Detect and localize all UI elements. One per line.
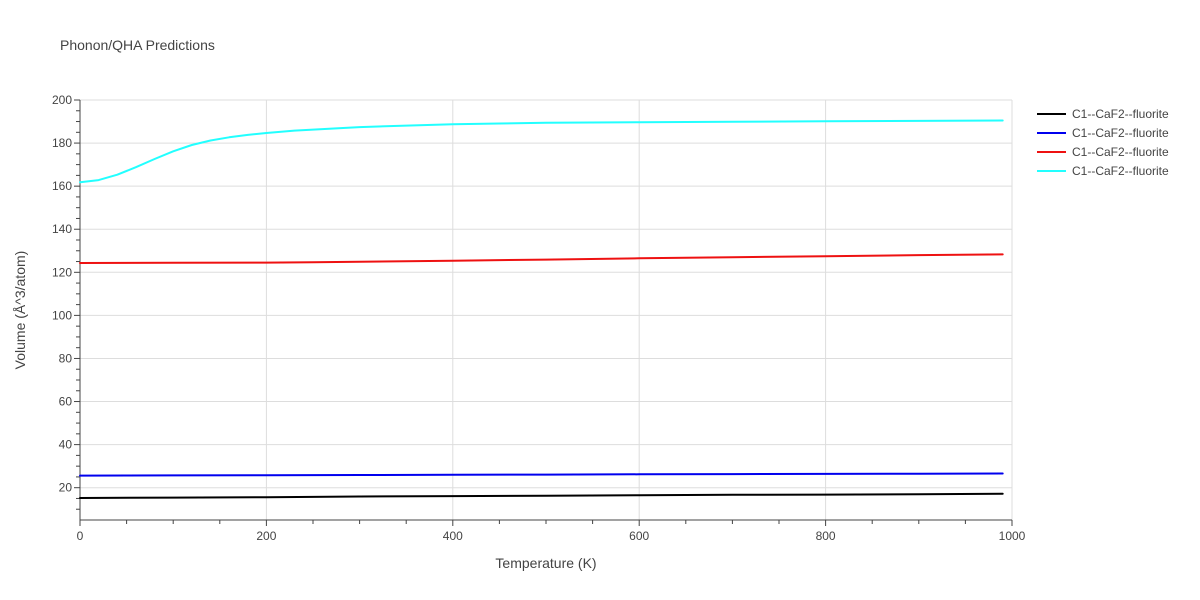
- legend-item-2[interactable]: C1--CaF2--fluorite: [1037, 126, 1169, 140]
- legend-item-3[interactable]: C1--CaF2--fluorite: [1037, 145, 1169, 159]
- series-line-3: [79, 253, 1004, 264]
- y-tick-label: 80: [59, 351, 73, 365]
- y-tick-label: 40: [59, 438, 73, 452]
- x-tick-label: 200: [256, 529, 276, 543]
- y-axis-title: Volume (Å^3/atom): [12, 251, 28, 370]
- legend-label: C1--CaF2--fluorite: [1072, 107, 1169, 121]
- legend-label: C1--CaF2--fluorite: [1072, 164, 1169, 178]
- y-tick-label: 100: [52, 308, 72, 322]
- legend[interactable]: C1--CaF2--fluorite C1--CaF2--fluorite C1--…: [1037, 107, 1169, 178]
- series-line-2: [79, 472, 1004, 477]
- y-tick-label: 160: [52, 179, 72, 193]
- legend-item-4[interactable]: C1--CaF2--fluorite: [1037, 164, 1169, 178]
- y-tick-label: 60: [59, 395, 73, 409]
- x-tick-label: 400: [443, 529, 463, 543]
- y-tick-label: 20: [59, 481, 73, 495]
- x-axis-title: Temperature (K): [495, 555, 596, 571]
- x-tick-label: 1000: [999, 529, 1026, 543]
- y-tick-label: 140: [52, 222, 72, 236]
- series-lines: [79, 119, 1004, 499]
- axes: 20 40 60 80 100 120 140 160 180 200 0 200 400 600 800 1…: [52, 93, 1026, 543]
- chart-title: Phonon/QHA Predictions: [60, 37, 215, 53]
- legend-label: C1--CaF2--fluorite: [1072, 126, 1169, 140]
- legend-label: C1--CaF2--fluorite: [1072, 145, 1169, 159]
- y-tick-label: 180: [52, 136, 72, 150]
- x-tick-label: 0: [77, 529, 84, 543]
- x-tick-label: 800: [816, 529, 836, 543]
- legend-item-1[interactable]: C1--CaF2--fluorite: [1037, 107, 1169, 121]
- series-line-4: [79, 119, 1004, 184]
- x-tick-label: 600: [629, 529, 649, 543]
- series-line-1: [79, 492, 1004, 499]
- y-tick-label: 200: [52, 93, 72, 107]
- y-tick-label: 120: [52, 265, 72, 279]
